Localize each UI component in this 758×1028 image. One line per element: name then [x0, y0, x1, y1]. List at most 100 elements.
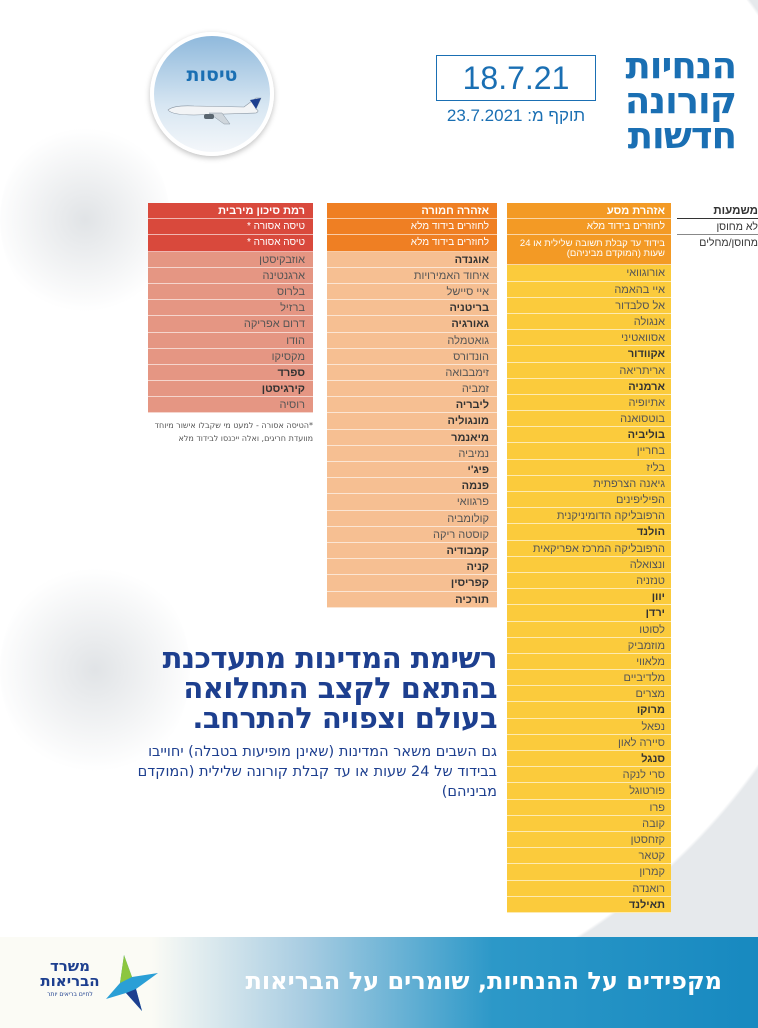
headline: רשימת המדינות מתעדכנת בהתאם לקצב התחלואה…: [162, 641, 498, 735]
ministry-logo: משרד הבריאות לחיים בריאים יותר: [40, 953, 170, 1013]
country-row: תאילנד: [507, 896, 671, 913]
country-row: מקסיקו: [148, 348, 313, 365]
country-row: ארגנטינה: [148, 267, 313, 284]
country-row: קניה: [327, 559, 497, 576]
country-row: קירגיסטן: [148, 381, 313, 398]
country-row: קזחסטן: [507, 831, 671, 849]
country-row: ברזיל: [148, 300, 313, 317]
footnote: *הטיסה אסורה - למעט מי שקבלו אישור מיוחד…: [154, 421, 313, 443]
country-row: קטאר: [507, 848, 671, 865]
country-row: תורכיה: [327, 591, 497, 608]
country-row: נפאל: [507, 718, 671, 735]
country-row: הולנד: [507, 524, 671, 541]
footer-banner: משרד הבריאות לחיים בריאים יותר מקפידים ע…: [0, 937, 758, 1028]
country-row: פנמה: [327, 478, 497, 495]
vaccinated-rule: לחוזרים בידוד מלא: [327, 235, 497, 252]
not-vaccinated-rule: לחוזרים בידוד מלא: [507, 219, 671, 236]
country-row: מצרים: [507, 686, 671, 703]
column-severe-warning: אזהרה חמורה לחוזרים בידוד מלא לחוזרים בי…: [327, 203, 497, 608]
country-row: ספרד: [148, 364, 313, 382]
vaccinated-rule: בידוד עד קבלת תשובה שלילית או 24 שעות (ה…: [507, 235, 671, 266]
country-row: טנזניה: [507, 572, 671, 590]
country-row: גואטמלה: [327, 332, 497, 349]
title-line: חדשות: [627, 114, 737, 157]
flights-badge: טיסות: [150, 32, 274, 156]
logo-text: משרד הבריאות: [40, 957, 100, 990]
slogan: מקפידים על ההנחיות, שומרים על הבריאות: [245, 967, 723, 995]
country-row: הודו: [148, 332, 313, 349]
body-text: גם השבים משאר המדינות (שאינן מופיעות בטב…: [137, 744, 497, 800]
country-row: אסוואטיני: [507, 330, 671, 347]
country-row: פרגוואי: [327, 494, 497, 511]
country-row: קובה: [507, 815, 671, 832]
column-title: רמת סיכון מירבית: [148, 203, 313, 220]
legend-not-vaccinated: לא מחוסן: [677, 219, 758, 235]
column-title: אזהרה חמורה: [327, 203, 497, 220]
country-row: איי סיישל: [327, 283, 497, 301]
logo-tagline: לחיים בריאים יותר: [47, 991, 93, 998]
country-row: קוסטה ריקה: [327, 526, 497, 543]
column-title: אזהרת מסע: [507, 203, 671, 220]
country-row: רואנדה: [507, 880, 671, 897]
country-row: מוזמביק: [507, 637, 671, 654]
country-row: ארמניה: [507, 378, 671, 395]
background-blur: [0, 560, 190, 780]
country-row: אל סלבדור: [507, 297, 671, 314]
country-row: ונצואלה: [507, 556, 671, 573]
country-row: זמביה: [327, 381, 497, 398]
country-row: בליז: [507, 459, 671, 476]
country-row: גיאנה הצרפתית: [507, 475, 671, 492]
country-row: אקוודור: [507, 346, 671, 363]
country-row: אריתריאה: [507, 362, 671, 379]
country-row: רוסיה: [148, 397, 313, 414]
flights-label: טיסות: [186, 64, 238, 86]
publish-date: 18.7.21: [436, 55, 596, 101]
column-travel-warning: אזהרת מסע לחוזרים בידוד מלא בידוד עד קבל…: [507, 203, 671, 913]
country-row: נמיביה: [327, 445, 497, 462]
country-row: קמבודיה: [327, 542, 497, 560]
background-blur: [0, 120, 170, 320]
airplane-icon: [167, 97, 262, 125]
country-row: קפריסין: [327, 575, 497, 592]
country-row: סיירה לאון: [507, 734, 671, 751]
country-row: אוגנדה: [327, 251, 497, 268]
title-line: קורונה: [624, 79, 737, 122]
country-row: דרום אפריקה: [148, 316, 313, 333]
country-row: סרי לנקה: [507, 767, 671, 784]
country-row: איי בהאמה: [507, 281, 671, 298]
country-row: בלרוס: [148, 283, 313, 301]
country-row: מיאנמר: [327, 429, 497, 446]
country-row: בוליביה: [507, 427, 671, 444]
country-row: בחריין: [507, 443, 671, 460]
country-row: לסוטו: [507, 621, 671, 638]
vaccinated-rule: טיסה אסורה *: [148, 235, 313, 252]
country-row: ירדן: [507, 605, 671, 622]
country-row: הרפובליקה הדומיניקנית: [507, 508, 671, 525]
country-row: פורטוגל: [507, 783, 671, 800]
legend-vaccinated: מחוסן/מחלים: [699, 237, 758, 249]
country-row: קמרון: [507, 864, 671, 881]
star-logo-icon: [106, 955, 158, 1011]
country-row: מרוקו: [507, 702, 671, 719]
country-row: קולומביה: [327, 510, 497, 527]
country-row: גאורגיה: [327, 316, 497, 333]
page-title: הנחיות קורונה חדשות: [624, 44, 737, 157]
country-row: סנגל: [507, 751, 671, 768]
country-row: אורוגוואי: [507, 265, 671, 282]
not-vaccinated-rule: לחוזרים בידוד מלא: [327, 219, 497, 236]
country-row: פיג'י: [327, 462, 497, 479]
country-row: הרפובליקה המרכז אפריקאית: [507, 540, 671, 557]
not-vaccinated-rule: טיסה אסורה *: [148, 219, 313, 236]
legend-title: משמעות: [677, 203, 758, 219]
country-row: אתיופיה: [507, 394, 671, 412]
country-row: מלדיביים: [507, 670, 671, 687]
country-row: אנגולה: [507, 313, 671, 331]
country-row: ליבריה: [327, 397, 497, 414]
valid-from: תוקף מ: 23.7.2021: [446, 106, 586, 125]
title-line: הנחיות: [625, 44, 737, 87]
country-row: איחוד האמירויות: [327, 267, 497, 284]
country-row: יוון: [507, 589, 671, 606]
country-row: פרו: [507, 799, 671, 816]
country-row: אוזבקיסטן: [148, 251, 313, 268]
country-row: בוטסואנה: [507, 411, 671, 428]
